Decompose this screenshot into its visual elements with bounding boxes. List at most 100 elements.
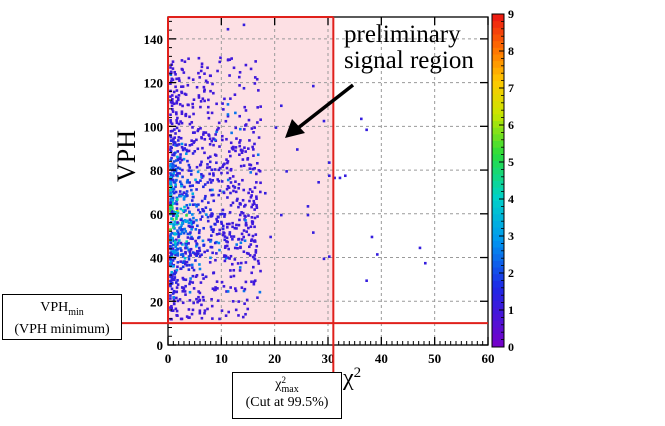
colorbar-segment <box>492 287 504 295</box>
heatmap-cell <box>175 143 178 147</box>
heatmap-cell <box>199 127 202 130</box>
heatmap-cell <box>179 226 183 229</box>
heatmap-cell <box>180 286 184 289</box>
heatmap-cell <box>198 229 201 232</box>
heatmap-cell <box>218 60 222 64</box>
heatmap-cell <box>222 191 226 195</box>
heatmap-cell <box>255 195 258 198</box>
heatmap-cell <box>253 202 256 206</box>
heatmap-cell <box>180 67 184 71</box>
heatmap-cell <box>211 82 214 86</box>
heatmap-cell <box>229 167 233 171</box>
heatmap-cell <box>181 243 184 246</box>
heatmap-cell <box>199 100 203 103</box>
heatmap-cell <box>183 195 186 198</box>
heatmap-cell <box>206 111 210 114</box>
heatmap-cell <box>208 160 212 164</box>
heatmap-cell <box>249 171 253 174</box>
heatmap-cell <box>207 201 210 204</box>
heatmap-cell <box>182 231 186 235</box>
heatmap-cell <box>197 295 200 299</box>
heatmap-cell <box>212 199 216 203</box>
heatmap-cell <box>171 163 175 166</box>
heatmap-cell <box>254 233 258 236</box>
heatmap-cell <box>257 89 260 92</box>
heatmap-cell <box>177 233 181 236</box>
heatmap-cell <box>188 166 192 169</box>
heatmap-cell <box>252 199 256 203</box>
heatmap-cell <box>198 263 201 266</box>
heatmap-cell <box>227 247 230 251</box>
heatmap-cell <box>245 224 248 227</box>
heatmap-cell <box>247 252 250 256</box>
heatmap-cell <box>226 256 229 259</box>
heatmap-cell <box>226 103 230 106</box>
heatmap-cell <box>209 89 212 93</box>
heatmap-cell <box>226 171 229 175</box>
heatmap-cell <box>169 197 172 201</box>
heatmap-cell <box>177 235 180 239</box>
heatmap-cell <box>215 233 219 236</box>
heatmap-cell <box>174 210 178 214</box>
vph-min-main: VPH <box>40 300 69 315</box>
heatmap-cell <box>205 213 208 216</box>
heatmap-cell <box>192 220 196 224</box>
heatmap-cell <box>216 299 220 302</box>
heatmap-cell <box>184 93 188 96</box>
heatmap-cell <box>253 167 256 170</box>
heatmap-cell <box>249 67 253 71</box>
x-tick-label: 60 <box>482 351 495 366</box>
heatmap-cell <box>172 272 176 275</box>
heatmap-cell <box>252 280 256 284</box>
heatmap-cell <box>255 204 258 207</box>
heatmap-cell <box>179 136 183 140</box>
heatmap-cell <box>169 207 172 210</box>
heatmap-cell <box>251 167 254 171</box>
heatmap-cell <box>175 207 179 210</box>
heatmap-cell <box>243 205 246 208</box>
heatmap-cell <box>177 129 181 133</box>
heatmap-cell <box>217 241 221 245</box>
heatmap-cell <box>234 287 237 290</box>
heatmap-cell <box>229 275 233 279</box>
heatmap-cell <box>171 243 175 247</box>
heatmap-cell <box>221 227 225 231</box>
heatmap-cell <box>234 111 237 115</box>
heatmap-cell <box>241 149 244 152</box>
heatmap-cell <box>184 220 188 223</box>
heatmap-cell <box>232 268 236 272</box>
heatmap-cell <box>238 266 242 269</box>
heatmap-cell <box>200 253 203 257</box>
colorbar-segment <box>492 247 504 255</box>
heatmap-cell <box>171 278 174 282</box>
heatmap-cell <box>223 212 227 216</box>
heatmap-cell <box>191 126 194 129</box>
heatmap-cell <box>251 234 255 238</box>
heatmap-cell <box>191 78 195 81</box>
colorbar-segment <box>492 120 504 128</box>
heatmap-cell <box>208 155 212 159</box>
heatmap-cell <box>170 122 174 126</box>
heatmap-cell <box>173 276 177 279</box>
heatmap-cell <box>201 97 205 101</box>
heatmap-cell <box>210 111 214 115</box>
heatmap-cell <box>169 150 173 153</box>
heatmap-cell <box>237 186 240 190</box>
heatmap-cell <box>178 172 181 175</box>
heatmap-cell <box>238 218 241 222</box>
heatmap-cell <box>239 261 243 265</box>
heatmap-cell <box>183 60 187 64</box>
heatmap-cell <box>175 100 179 103</box>
heatmap-cell <box>169 194 172 197</box>
heatmap-cell <box>217 179 221 183</box>
heatmap-cell <box>218 317 221 321</box>
heatmap-cell <box>228 150 231 153</box>
heatmap-cell <box>195 250 199 253</box>
heatmap-cell <box>217 168 221 172</box>
heatmap-cell <box>187 257 191 261</box>
vph-min-sub: min <box>68 306 84 318</box>
heatmap-cell <box>208 172 211 176</box>
heatmap-cell <box>175 119 178 122</box>
heatmap-cell <box>223 254 226 257</box>
heatmap-cell <box>172 191 176 195</box>
